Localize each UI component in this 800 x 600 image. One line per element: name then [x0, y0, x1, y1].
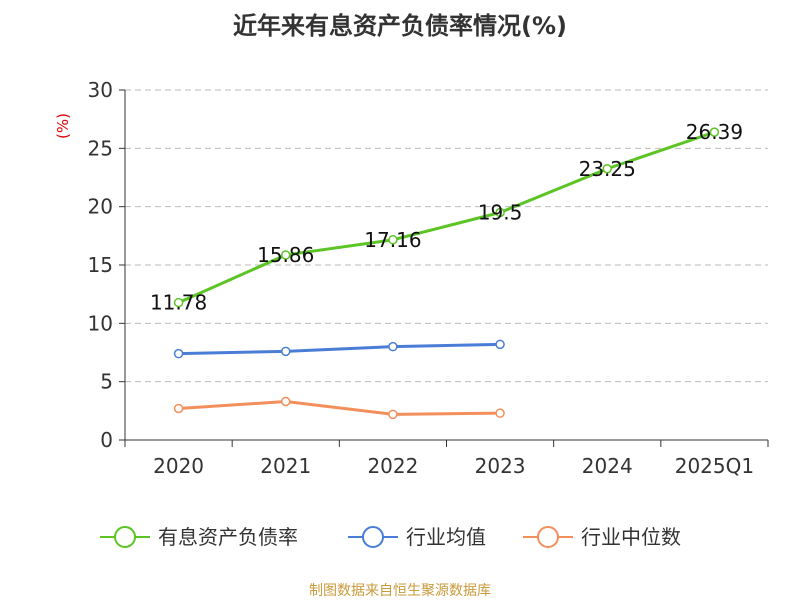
legend-marker [537, 526, 559, 548]
x-tick-label: 2020 [153, 454, 204, 478]
y-tick-label: 0 [100, 428, 113, 452]
y-tick-label: 15 [88, 253, 113, 277]
legend: 有息资产负债率 行业均值 行业中位数 [100, 525, 681, 549]
data-point [281, 346, 291, 357]
data-point [602, 164, 612, 174]
legend-marker [114, 526, 136, 548]
series-1: 11.78 15.86 17.16 19.5 23.25 26.39 [150, 120, 743, 314]
y-tick-label: 10 [88, 311, 113, 335]
x-tick-label: 2025Q1 [675, 454, 754, 478]
series-2 [173, 339, 505, 359]
data-label: 15.86 [257, 243, 314, 267]
legend-item-3: 行业中位数 [523, 525, 681, 549]
data-point [495, 339, 505, 350]
legend-item-1: 有息资产负债率 [100, 525, 298, 549]
data-point [388, 235, 398, 245]
data-point [495, 207, 505, 218]
data-point [173, 403, 184, 414]
x-tick-label: 2021 [260, 454, 311, 478]
data-point [709, 127, 720, 137]
y-tick-label: 20 [88, 195, 113, 219]
legend-item-2: 行业均值 [348, 525, 486, 549]
data-point [281, 250, 291, 260]
data-point [173, 297, 184, 308]
legend-marker [362, 526, 384, 548]
y-axis-label: (%) [54, 113, 72, 139]
data-label: 26.39 [686, 120, 743, 144]
series-line [178, 342, 501, 356]
data-label: 17.16 [364, 228, 421, 252]
legend-label: 有息资产负债率 [158, 525, 298, 549]
data-point [388, 409, 398, 420]
chart-title: 近年来有息资产负债率情况(%) [233, 12, 567, 40]
source-note: 制图数据来自恒生聚源数据库 [309, 583, 491, 599]
data-label: 19.5 [478, 201, 523, 225]
series-group: 11.78 15.86 17.16 19.5 23.25 26.39 [150, 120, 743, 420]
data-point [173, 348, 184, 359]
x-tick-label: 2024 [582, 454, 633, 478]
x-tick-label: 2022 [367, 454, 418, 478]
series-line [178, 400, 501, 416]
y-tick-label: 25 [88, 136, 113, 160]
data-point [281, 396, 291, 407]
data-point [388, 341, 398, 352]
series-line [177, 130, 715, 304]
legend-label: 行业均值 [406, 525, 486, 549]
data-label: 11.78 [150, 291, 207, 315]
x-tick-label: 2023 [475, 454, 526, 478]
series-3 [173, 396, 505, 420]
y-tick-label: 5 [100, 370, 113, 394]
data-point [495, 408, 505, 418]
data-label: 23.25 [579, 157, 636, 181]
gridlines [125, 89, 768, 383]
legend-label: 行业中位数 [581, 525, 681, 549]
axes: 0 5 10 15 20 25 30 2020 2021 2022 2023 2024 2025Q1 [88, 78, 769, 478]
y-tick-label: 30 [88, 78, 113, 102]
